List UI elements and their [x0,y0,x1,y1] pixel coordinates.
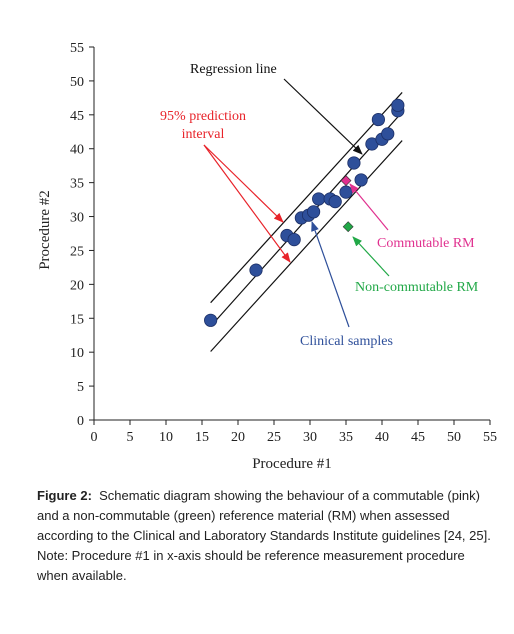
clinical-samples-point [249,263,263,277]
caption-text: Schematic diagram showing the behaviour … [37,488,491,543]
x-tick-label: 55 [483,430,497,445]
y-tick-label: 45 [70,109,84,124]
y-tick-label: 20 [70,278,84,293]
annotation-prediction-interval-line1: 95% prediction [160,109,246,124]
clinical-samples-point [306,205,321,219]
x-tick-label: 0 [91,430,98,445]
x-tick-label: 40 [375,430,389,445]
annotations: Regression line 95% prediction interval … [160,62,479,349]
annotation-clinical-samples: Clinical samples [300,334,393,349]
x-tick-label: 45 [411,430,425,445]
annotation-non-commutable-rm: Non-commutable RM [355,280,479,295]
y-tick-label: 55 [70,41,84,56]
arrow-clinical-samples [311,221,350,328]
y-tick-label: 15 [70,312,84,327]
arrow-regression-line [283,78,363,155]
y-tick-label: 40 [70,143,84,158]
clinical-samples-point [381,127,395,141]
x-tick-label: 35 [339,430,353,445]
commutable-rm-point [340,175,352,187]
x-tick-label: 15 [195,430,209,445]
arrow-non-commutable-rm [352,236,390,277]
data-points [204,98,405,327]
x-tick-label: 10 [159,430,173,445]
annotation-regression-line: Regression line [190,62,277,77]
arrow-prediction-upper [203,144,284,223]
clinical-samples-point [347,156,361,170]
clinical-samples-point [287,233,301,247]
clinical-samples-point [354,173,368,187]
clinical-samples-point [371,112,385,127]
y-tick-label: 30 [70,211,84,226]
arrow-commutable-rm [349,183,389,231]
upper-prediction-bound [210,92,403,304]
annotation-prediction-interval-line2: interval [182,127,225,142]
y-tick-label: 25 [70,244,84,259]
y-tick-label: 10 [70,346,84,361]
arrow-prediction-lower [203,144,291,263]
clinical-samples-point [204,313,218,327]
y-tick-label: 50 [70,75,84,90]
caption-note: Note: Procedure #1 in x-axis should be r… [37,548,465,583]
figure-caption: Figure 2: Schematic diagram showing the … [37,486,499,586]
scatter-chart: 0 5 10 15 20 25 30 35 40 45 50 55 0 5 10 15 20 25 30 35 40 45… [37,41,497,472]
x-tick-label: 50 [447,430,461,445]
y-tick-label: 0 [77,414,84,429]
clinical-samples-point [339,185,353,199]
x-tick-label: 25 [267,430,281,445]
clinical-samples-point [328,195,342,209]
x-tick-label: 30 [303,430,317,445]
clinical-samples-point [391,98,405,112]
axes: 0 5 10 15 20 25 30 35 40 45 50 55 0 5 10 15 20 25 30 35 40 45… [70,41,497,445]
lower-prediction-bound [210,140,403,352]
non-commutable-rm-point [342,221,354,233]
caption-paragraph: Figure 2: Schematic diagram showing the … [37,486,499,546]
clinical-samples-point [312,192,326,206]
caption-label: Figure 2: [37,488,92,503]
y-tick-label: 5 [77,380,84,395]
y-tick-label: 35 [70,177,84,192]
x-axis-label: Procedure #1 [252,456,332,472]
x-tick-label: 5 [127,430,134,445]
x-tick-label: 20 [231,430,245,445]
annotation-commutable-rm: Commutable RM [377,236,475,251]
y-axis-label: Procedure #2 [37,190,53,270]
